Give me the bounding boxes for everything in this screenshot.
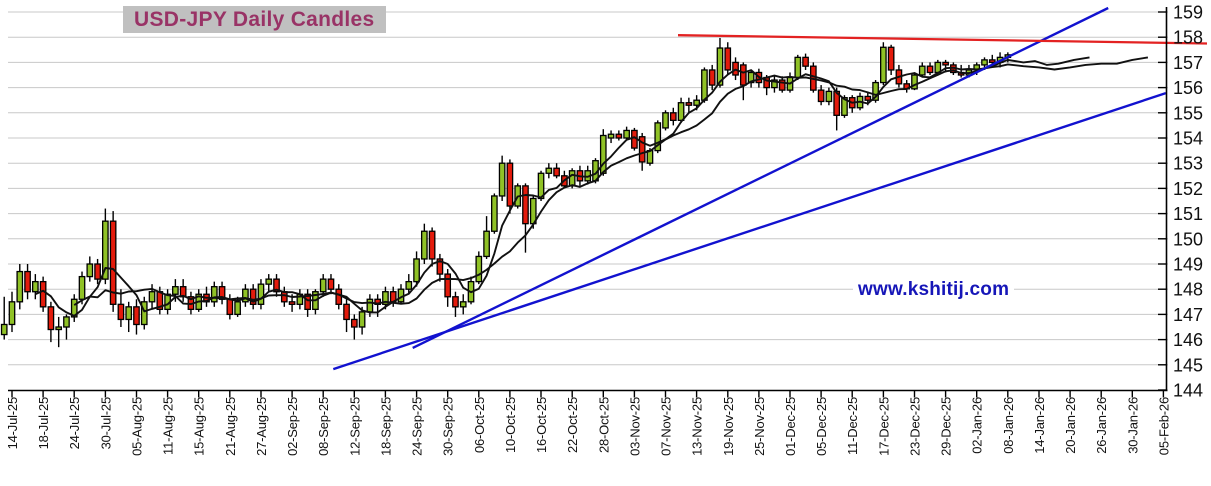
y-axis	[1158, 7, 1168, 391]
ma-fast-line	[34, 56, 1090, 317]
svg-text:159: 159	[1173, 3, 1203, 23]
svg-text:18-Sep-25: 18-Sep-25	[378, 397, 393, 456]
svg-text:30-Sep-25: 30-Sep-25	[441, 397, 456, 456]
svg-text:157: 157	[1173, 53, 1203, 73]
svg-text:02-Jan-26: 02-Jan-26	[970, 397, 985, 454]
svg-text:06-Oct-25: 06-Oct-25	[472, 397, 487, 453]
svg-text:155: 155	[1173, 103, 1203, 123]
svg-text:24-Jul-25: 24-Jul-25	[67, 397, 82, 449]
svg-text:22-Oct-25: 22-Oct-25	[565, 397, 580, 453]
svg-text:27-Aug-25: 27-Aug-25	[254, 397, 269, 456]
svg-text:11-Dec-25: 11-Dec-25	[845, 397, 860, 455]
svg-text:30-Jan-26: 30-Jan-26	[1125, 397, 1140, 454]
svg-text:05-Aug-25: 05-Aug-25	[130, 397, 145, 456]
svg-text:08-Sep-25: 08-Sep-25	[316, 397, 331, 456]
resistance-line	[677, 34, 1208, 45]
svg-text:20-Jan-26: 20-Jan-26	[1063, 397, 1078, 454]
svg-text:24-Sep-25: 24-Sep-25	[410, 397, 425, 456]
svg-text:144: 144	[1173, 381, 1203, 401]
svg-text:19-Nov-25: 19-Nov-25	[721, 397, 736, 456]
svg-text:12-Sep-25: 12-Sep-25	[347, 397, 362, 456]
svg-text:156: 156	[1173, 78, 1203, 98]
svg-text:28-Oct-25: 28-Oct-25	[596, 397, 611, 453]
svg-text:152: 152	[1173, 179, 1203, 199]
svg-text:30-Jul-25: 30-Jul-25	[98, 397, 113, 449]
svg-text:15-Aug-25: 15-Aug-25	[192, 397, 207, 456]
svg-text:16-Oct-25: 16-Oct-25	[534, 397, 549, 453]
svg-text:11-Aug-25: 11-Aug-25	[161, 397, 176, 455]
svg-text:29-Dec-25: 29-Dec-25	[939, 397, 954, 456]
svg-text:14-Jul-25: 14-Jul-25	[5, 397, 20, 449]
svg-text:150: 150	[1173, 229, 1203, 249]
svg-text:25-Nov-25: 25-Nov-25	[752, 397, 767, 456]
svg-text:18-Jul-25: 18-Jul-25	[36, 397, 51, 449]
svg-text:05-Dec-25: 05-Dec-25	[814, 397, 829, 456]
svg-text:07-Nov-25: 07-Nov-25	[659, 397, 674, 456]
svg-text:13-Nov-25: 13-Nov-25	[690, 397, 705, 456]
trendline-support-line-steep	[412, 6, 1109, 349]
svg-text:148: 148	[1173, 280, 1203, 300]
svg-text:158: 158	[1173, 28, 1203, 48]
svg-text:147: 147	[1173, 305, 1203, 325]
y-axis-labels: 159 158 157 156 155 154 153 152 151 150 149 148 147 1…	[1173, 3, 1203, 401]
svg-text:146: 146	[1173, 330, 1203, 350]
svg-text:154: 154	[1173, 129, 1203, 149]
svg-text:10-Oct-25: 10-Oct-25	[503, 397, 518, 453]
svg-text:26-Jan-26: 26-Jan-26	[1094, 397, 1109, 454]
svg-text:05-Feb-26: 05-Feb-26	[1156, 397, 1171, 455]
svg-text:01-Dec-25: 01-Dec-25	[783, 397, 798, 456]
svg-text:151: 151	[1173, 204, 1203, 224]
trendline-support-line-long	[332, 91, 1167, 371]
svg-text:149: 149	[1173, 255, 1203, 275]
svg-text:02-Sep-25: 02-Sep-25	[285, 397, 300, 456]
svg-text:23-Dec-25: 23-Dec-25	[908, 397, 923, 456]
svg-text:08-Jan-26: 08-Jan-26	[1001, 397, 1016, 454]
ma-slow-line	[73, 56, 1149, 306]
svg-text:14-Jan-26: 14-Jan-26	[1032, 397, 1047, 454]
chart-title: USD-JPY Daily Candles	[123, 6, 386, 33]
watermark-text: www.kshitij.com	[853, 279, 1015, 301]
svg-text:153: 153	[1173, 154, 1203, 174]
gridlines	[8, 11, 1167, 366]
svg-text:145: 145	[1173, 355, 1203, 375]
svg-text:21-Aug-25: 21-Aug-25	[223, 397, 238, 456]
svg-text:03-Nov-25: 03-Nov-25	[627, 397, 642, 456]
svg-text:17-Dec-25: 17-Dec-25	[876, 397, 891, 456]
x-axis-labels: 14-Jul-25 18-Jul-25 24-Jul-25 30-Jul-25 05-A…	[5, 397, 1171, 456]
x-axis	[8, 389, 1168, 398]
